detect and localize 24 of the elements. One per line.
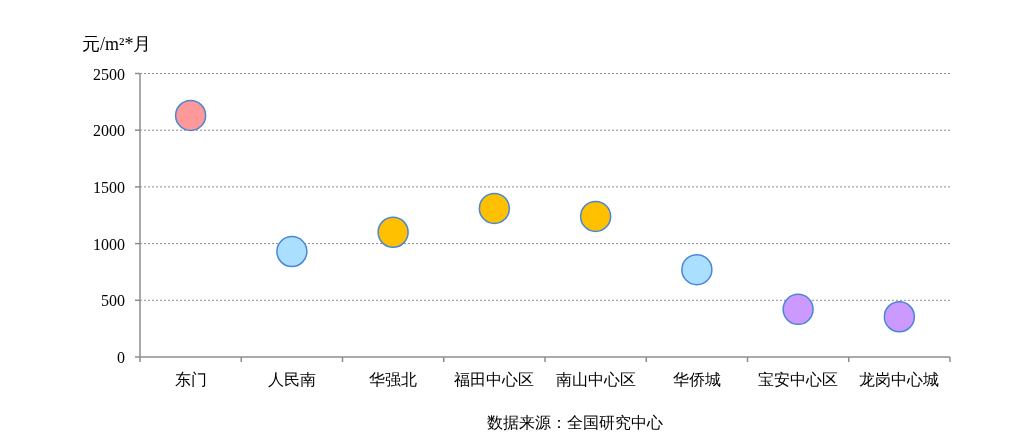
point: [782, 293, 814, 326]
point: [883, 300, 916, 333]
y-tick-label: 1000: [93, 235, 125, 253]
point: [579, 200, 612, 233]
y-tick-label: 2000: [93, 122, 125, 140]
x-tick-label: 人民南: [267, 371, 316, 388]
y-tick-label: 0: [117, 349, 125, 366]
x-tick-label: 华强北: [369, 371, 418, 388]
x-tick-label: 龙岗中心城: [859, 371, 940, 388]
y-tick-label: 500: [101, 292, 125, 310]
point: [276, 235, 308, 268]
x-tick-label: 宝安中心区: [758, 371, 839, 388]
point: [174, 99, 207, 132]
point: [478, 192, 511, 225]
y-tick-label: 2500: [93, 65, 125, 83]
y-axis-title: 元/m²*月: [82, 34, 152, 54]
x-tick-label: 东门: [174, 371, 207, 388]
x-tick-label: 华侨城: [672, 371, 721, 388]
point: [377, 216, 409, 249]
x-tick-label: 福田中心区: [454, 371, 535, 388]
x-tick-label: 南山中心区: [555, 371, 636, 388]
source-note: 数据来源：全国研究中心: [487, 414, 663, 431]
point: [681, 253, 713, 286]
y-tick-label: 1500: [93, 178, 125, 196]
